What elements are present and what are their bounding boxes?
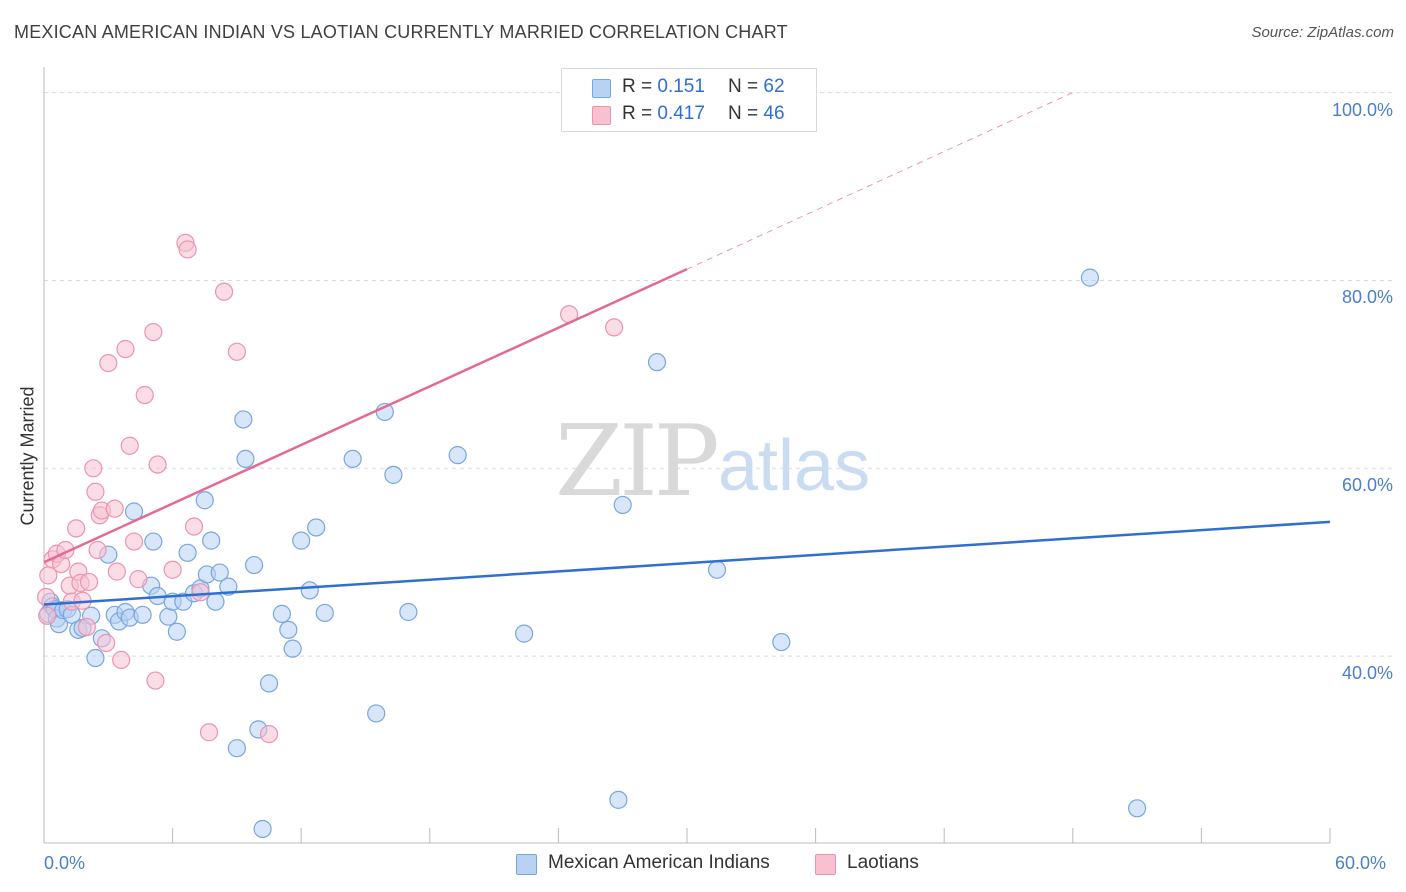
point-mexican-american-indians [300,581,319,600]
point-laotians [148,455,167,474]
point-laotians [146,671,165,690]
point-laotians [120,436,139,455]
y-tick-label: 40.0% [1341,663,1393,684]
trend-lines [43,92,1331,606]
point-laotians [105,499,124,518]
point-mexican-american-indians [144,532,163,551]
point-laotians [79,572,99,592]
point-mexican-american-indians [343,449,362,469]
trend-line-mexican-american-indians [43,520,1331,606]
point-laotians [191,583,210,602]
point-laotians [86,482,105,501]
y-tick-label: 60.0% [1341,475,1393,496]
point-laotians [199,723,219,742]
point-laotians [84,459,103,478]
point-laotians [135,385,154,405]
source-label: Source: ZipAtlas.com [1251,24,1394,41]
point-laotians [77,617,96,637]
x-tick-label: 60.0% [1335,853,1387,873]
point-mexican-american-indians [613,495,632,515]
point-mexican-american-indians [159,607,178,626]
point-mexican-american-indians [307,518,326,537]
point-laotians [214,282,234,301]
bottom-legend-label: Mexican American Indians [548,852,770,873]
point-mexican-american-indians [315,603,334,623]
trend-line-laotians [43,268,688,564]
point-mexican-american-indians [259,674,279,693]
point-mexican-american-indians [1080,268,1100,287]
legend-row-laotians: R = 0.417 N = 46 [562,102,816,128]
legend-n: N = 62 [728,76,785,97]
data-points [37,233,1147,839]
point-laotians [178,240,197,259]
correlation-legend: R = 0.151 N = 62 R = 0.417 N = 46 [561,68,817,132]
point-mexican-american-indians [206,592,225,611]
point-mexican-american-indians [367,704,386,723]
point-laotians [38,606,57,625]
point-laotians [129,570,148,589]
point-mexican-american-indians [399,602,418,622]
point-mexican-american-indians [515,624,534,643]
y-tick-label: 80.0% [1341,287,1393,308]
point-mexican-american-indians [244,555,264,575]
legend-swatch-blue [592,79,611,98]
point-mexican-american-indians [86,648,105,668]
point-mexican-american-indians [234,410,253,429]
legend-r: R = 0.417 [622,103,705,124]
x-tick-label: 0.0% [44,853,86,873]
point-mexican-american-indians [272,604,292,623]
point-laotians [67,519,86,538]
point-laotians [144,323,163,342]
y-tick-label: 100.0% [1331,99,1393,120]
legend-n: N = 46 [728,103,785,124]
point-mexican-american-indians [195,491,214,510]
point-laotians [88,540,107,560]
point-laotians [99,353,118,373]
point-mexican-american-indians [292,531,311,550]
point-laotians [107,562,126,581]
chart-title: MEXICAN AMERICAN INDIAN VS LAOTIAN CURRE… [14,22,788,42]
point-mexican-american-indians [227,739,246,758]
point-mexican-american-indians [133,605,152,624]
axes [43,67,1331,844]
bottom-legend-swatch-pink [815,854,836,875]
point-mexican-american-indians [609,790,628,809]
point-laotians [605,318,624,337]
point-mexican-american-indians [253,819,272,839]
point-mexican-american-indians [167,622,186,641]
watermark-atlas: atlas [718,426,871,506]
point-mexican-american-indians [210,563,229,582]
point-laotians [112,650,131,670]
point-mexican-american-indians [448,446,467,465]
point-mexican-american-indians [384,465,403,484]
bottom-legend-swatch-blue [516,854,537,875]
legend-swatch-pink [592,106,611,125]
point-laotians [97,633,116,653]
legend-r: R = 0.151 [622,76,705,97]
point-mexican-american-indians [283,639,302,658]
point-mexican-american-indians [236,449,255,469]
watermark-zip: ZIP [555,405,720,519]
point-laotians [227,342,246,361]
point-laotians [163,560,182,579]
point-mexican-american-indians [1127,799,1147,818]
bottom-legend-label: Laotians [847,852,919,873]
point-mexican-american-indians [178,543,197,562]
point-laotians [184,517,204,536]
point-laotians [259,725,279,744]
point-mexican-american-indians [707,560,727,579]
point-mexican-american-indians [647,353,667,372]
point-laotians [124,532,144,551]
point-mexican-american-indians [202,531,221,550]
point-mexican-american-indians [219,577,238,596]
point-mexican-american-indians [772,632,791,652]
trend-line-laotians-extension [686,92,1074,270]
point-laotians [116,339,135,359]
legend-row-mexican-american-indians: R = 0.151 N = 62 [562,75,816,101]
point-mexican-american-indians [279,620,298,639]
